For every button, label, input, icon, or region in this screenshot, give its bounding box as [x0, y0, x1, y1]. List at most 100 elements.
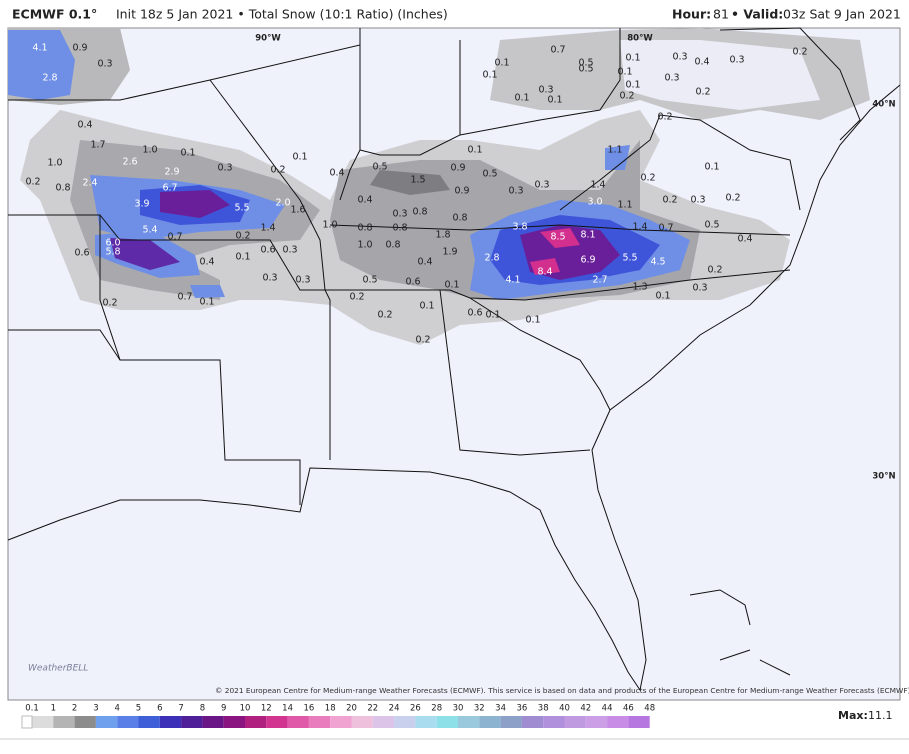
legend-tick: 32 — [474, 704, 485, 714]
snow-amount: 0.1 — [199, 297, 214, 308]
copyright: © 2021 European Centre for Medium-range … — [215, 686, 909, 695]
legend-swatch — [138, 716, 160, 728]
legend-tick: 1 — [51, 704, 56, 714]
legend-swatch — [458, 716, 480, 728]
snow-amount: 1.9 — [442, 247, 457, 258]
snow-amount: 0.6 — [74, 248, 89, 259]
snow-amount: 0.5 — [372, 162, 387, 173]
snow-amount: 0.1 — [547, 95, 562, 106]
legend-swatch — [266, 716, 288, 728]
legend-swatch — [159, 716, 182, 728]
legend-swatch — [117, 716, 139, 728]
legend-swatch — [585, 716, 608, 728]
snow-amount: 3.9 — [134, 199, 149, 210]
snow-amount: 0.3 — [534, 180, 549, 191]
snow-amount: 1.7 — [90, 140, 105, 151]
legend-tick: 18 — [325, 704, 336, 714]
legend-tick: 44 — [602, 704, 613, 714]
legend-tick: 16 — [303, 704, 314, 714]
snow-amount: 0.1 — [617, 67, 632, 78]
snow-amount: 8.1 — [580, 230, 595, 241]
snow-amount: 0.1 — [655, 291, 670, 302]
snow-shading — [8, 28, 870, 345]
hour-label: Hour: — [672, 7, 711, 22]
snow-amount: 0.1 — [625, 80, 640, 91]
legend-swatch — [607, 716, 629, 728]
snow-amount: 0.5 — [578, 58, 593, 69]
snow-amount: 3.8 — [512, 222, 527, 233]
legend-tick: 30 — [453, 704, 464, 714]
snow-amount: 2.6 — [122, 157, 137, 168]
legend-tick: 20 — [346, 704, 357, 714]
legend-tick: 9 — [221, 704, 226, 714]
snow-amount: 8.5 — [550, 232, 565, 243]
snow-amount: 1.8 — [435, 230, 450, 241]
legend-swatch — [223, 716, 245, 728]
valid-time: 03z Sat 9 Jan 2021 — [783, 7, 901, 22]
snow-amount: 8.4 — [537, 267, 552, 278]
snow-amount: 0.8 — [452, 213, 467, 224]
snow-amount: 2.8 — [42, 73, 57, 84]
snow-amount: 2.9 — [164, 167, 179, 178]
snow-amount: 0.4 — [694, 57, 709, 68]
model-name: ECMWF 0.1° — [12, 7, 97, 22]
snow-amount: 0.4 — [329, 168, 344, 179]
snow-amount: 0.2 — [657, 112, 672, 123]
snow-amount: 1.3 — [632, 282, 647, 293]
legend-swatch — [202, 716, 224, 728]
snow-amount: 0.1 — [180, 148, 195, 159]
snow-amount: 0.9 — [450, 163, 465, 174]
snow-amount: 0.2 — [792, 47, 807, 58]
snow-amount: 0.9 — [72, 43, 87, 54]
legend-tick: 40 — [559, 704, 570, 714]
legend-swatch — [479, 716, 501, 728]
snow-amount: 0.7 — [167, 232, 182, 243]
snow-amount: 6.9 — [580, 255, 595, 266]
legend-tick: 8 — [200, 704, 205, 714]
snow-amount: 1.4 — [632, 222, 647, 233]
snow-amount: 0.1 — [235, 252, 250, 263]
legend-swatch — [564, 716, 586, 728]
snow-amount: 0.1 — [704, 162, 719, 173]
hour: 81 — [713, 7, 729, 22]
snow-amount: 1.0 — [322, 220, 337, 231]
snow-amount: 0.8 — [357, 223, 372, 234]
snow-amount: 0.5 — [362, 275, 377, 286]
legend-tick: 2 — [72, 704, 77, 714]
legend-swatch — [32, 716, 54, 728]
snow-amount: 0.2 — [695, 87, 710, 98]
legend-tick: 38 — [538, 704, 549, 714]
legend-swatch — [330, 716, 352, 728]
legend-tick: 42 — [580, 704, 591, 714]
snow-amount: 0.1 — [444, 280, 459, 291]
legend-tick: 7 — [178, 704, 183, 714]
snow-amount: 0.4 — [77, 120, 92, 131]
snow-amount: 0.2 — [640, 173, 655, 184]
snow-amount: 0.1 — [292, 152, 307, 163]
snow-amount: 5.4 — [142, 225, 157, 236]
snow-amount: 0.4 — [417, 257, 432, 268]
graticule-label: 80°W — [627, 34, 653, 44]
legend-swatch — [628, 716, 650, 728]
snow-amount: 0.3 — [690, 195, 705, 206]
snow-amount: 0.7 — [177, 292, 192, 303]
snow-amount: 0.3 — [508, 186, 523, 197]
snow-amount: 0.6 — [405, 277, 420, 288]
snow-amount: 0.8 — [385, 240, 400, 251]
graticule-label: 90°W — [255, 34, 281, 44]
snow-amount: 4.1 — [505, 275, 520, 286]
snow-amount: 0.2 — [707, 265, 722, 276]
snow-amount: 0.3 — [672, 52, 687, 63]
snow-amount: 6.0 — [105, 238, 120, 249]
legend-swatch — [415, 716, 437, 728]
geography — [7, 27, 901, 692]
legend-tick: 0.1 — [25, 704, 39, 714]
legend-swatch — [245, 716, 267, 728]
snow-amount: 0.5 — [704, 220, 719, 231]
valid-label: • Valid: — [731, 7, 783, 22]
snow-amount: 0.1 — [494, 58, 509, 69]
legend-swatch — [95, 716, 118, 728]
snow-amount: 0.2 — [270, 165, 285, 176]
